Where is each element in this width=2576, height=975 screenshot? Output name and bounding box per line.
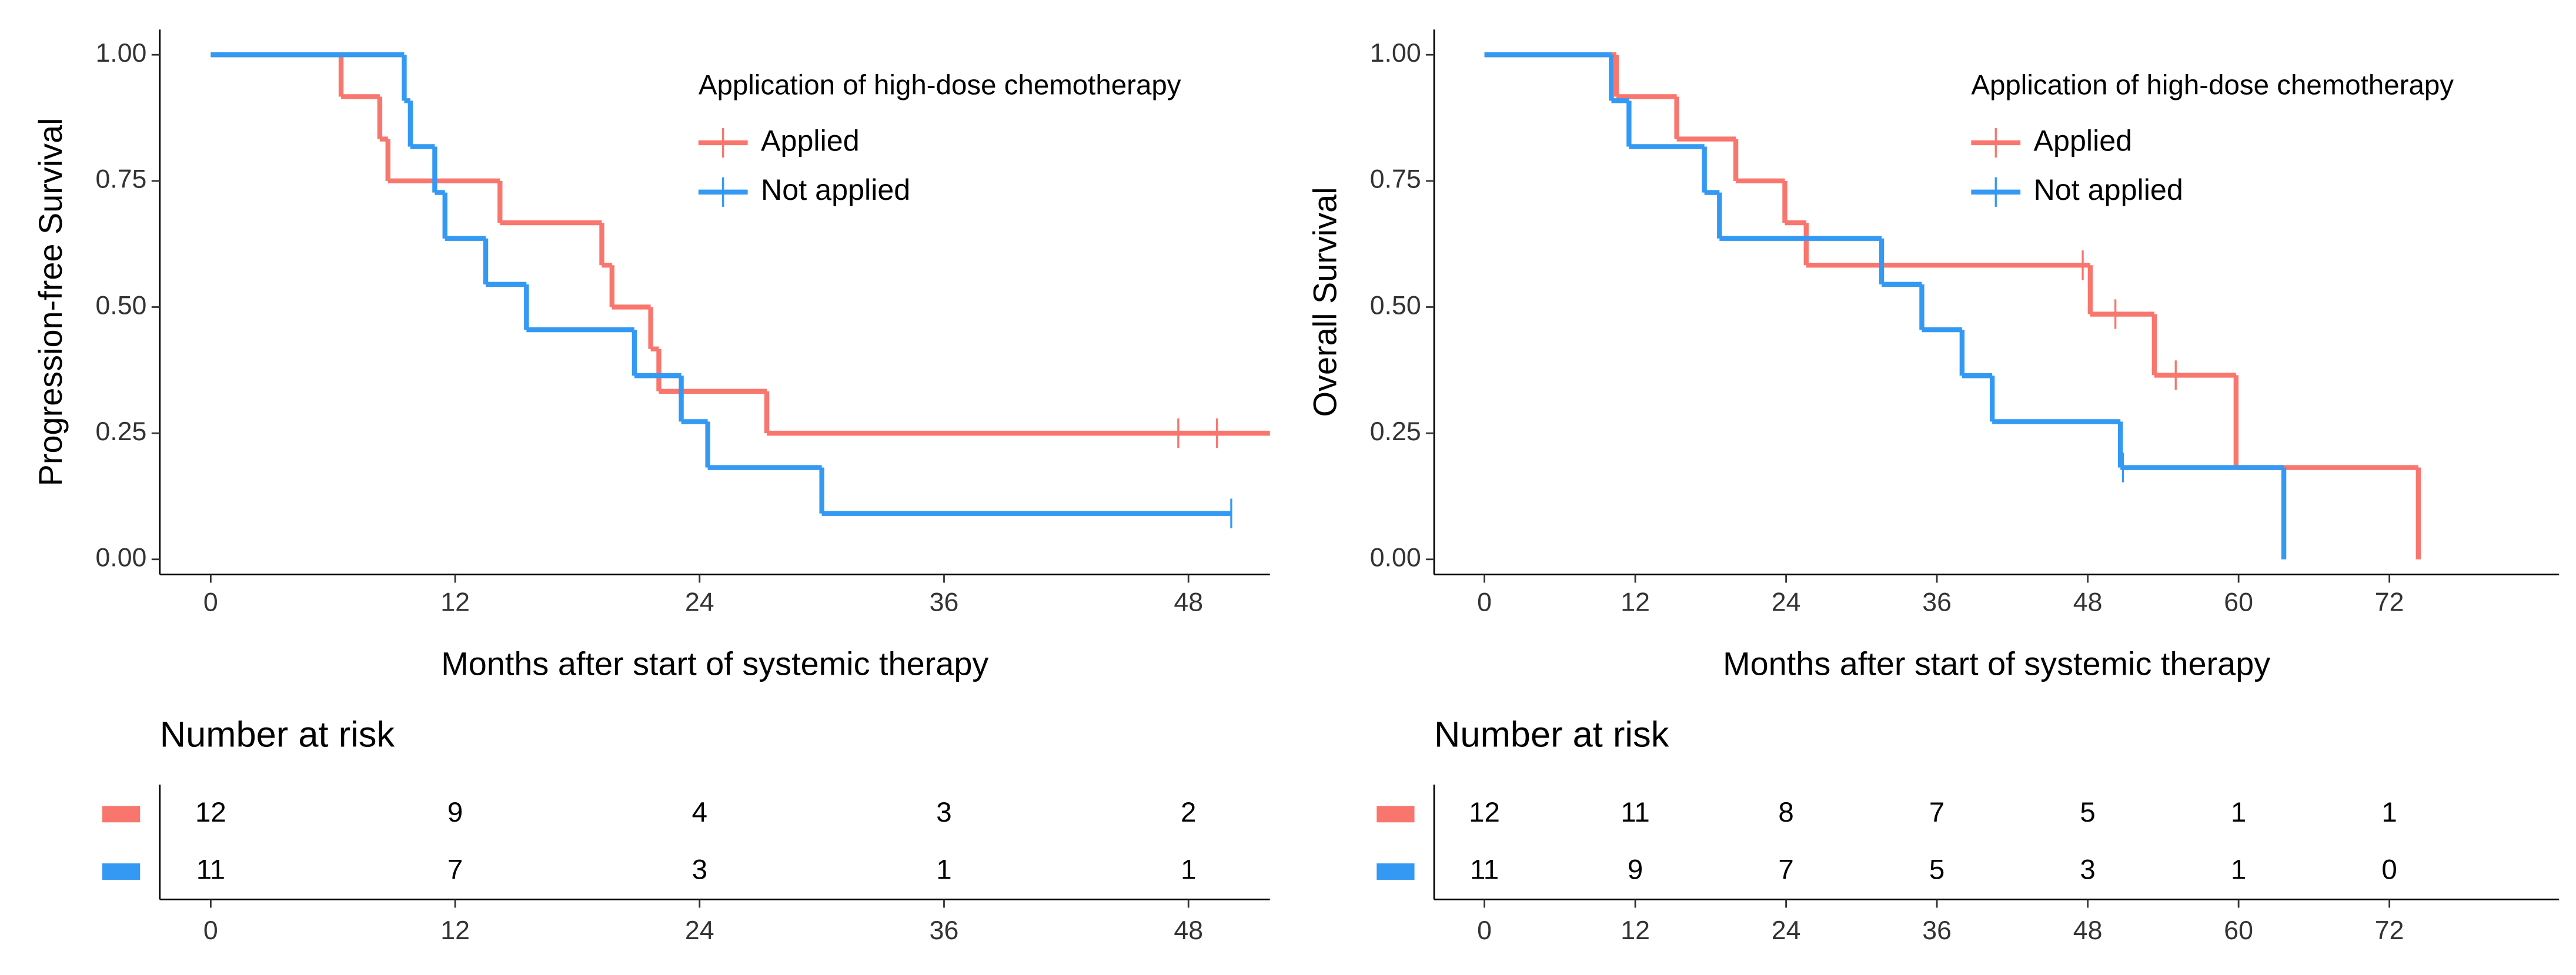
x-tick-label: 24 [1772, 588, 1801, 617]
risk-x-tick-label: 0 [203, 916, 218, 945]
risk-value: 8 [1778, 797, 1793, 828]
y-tick-label: 0.00 [95, 544, 146, 572]
y-tick-label: 0.00 [1370, 544, 1421, 572]
y-tick-label: 0.75 [1370, 165, 1421, 194]
legend-label: Not applied [761, 173, 910, 206]
legend-title: Application of high-dose chemotherapy [1971, 70, 2454, 101]
y-tick-label: 0.25 [1370, 417, 1421, 446]
risk-row-swatch [1376, 806, 1415, 823]
risk-value: 1 [1181, 855, 1196, 886]
y-tick-label: 0.25 [95, 417, 146, 446]
legend-label: Applied [2033, 123, 2132, 157]
y-tick-label: 1.00 [95, 39, 146, 68]
risk-value: 5 [2080, 797, 2095, 828]
y-tick-label: 0.75 [95, 165, 146, 194]
x-tick-label: 72 [2375, 588, 2404, 617]
risk-value: 7 [1778, 855, 1793, 886]
risk-row-swatch [1376, 863, 1415, 880]
risk-value: 1 [2231, 855, 2246, 886]
risk-value: 12 [1469, 797, 1500, 828]
x-tick-label: 0 [1477, 588, 1492, 617]
risk-x-tick-label: 72 [2375, 916, 2404, 945]
risk-value: 3 [936, 797, 951, 828]
risk-x-tick-label: 36 [930, 916, 959, 945]
risk-x-tick-label: 0 [1477, 916, 1492, 945]
risk-x-tick-label: 48 [1174, 916, 1203, 945]
risk-value: 1 [2231, 797, 2246, 828]
risk-x-tick-label: 24 [685, 916, 714, 945]
risk-x-tick-label: 12 [440, 916, 470, 945]
risk-value: 11 [1621, 797, 1649, 828]
x-tick-label: 12 [1621, 588, 1650, 617]
y-tick-label: 0.50 [1370, 291, 1421, 320]
risk-x-tick-label: 12 [1621, 916, 1650, 945]
x-tick-label: 12 [440, 588, 470, 617]
risk-value: 9 [1628, 855, 1643, 886]
risk-value: 7 [1929, 797, 1944, 828]
risk-value: 5 [1929, 855, 1944, 886]
risk-value: 11 [1470, 855, 1499, 886]
risk-row-swatch [102, 863, 141, 880]
y-axis-label: Progression-free Survival [32, 118, 69, 486]
x-tick-label: 36 [930, 588, 959, 617]
x-tick-label: 0 [203, 588, 218, 617]
risk-value: 0 [2381, 855, 2397, 886]
risk-value: 1 [2381, 797, 2397, 828]
risk-value: 11 [196, 855, 225, 886]
risk-value: 2 [1181, 797, 1196, 828]
risk-value: 12 [195, 797, 226, 828]
risk-table-title: Number at risk [160, 714, 395, 755]
y-tick-label: 1.00 [1370, 39, 1421, 68]
risk-value: 7 [447, 855, 463, 886]
risk-value: 4 [692, 797, 707, 828]
x-axis-label: Months after start of systemic therapy [1723, 645, 2270, 682]
risk-x-tick-label: 24 [1772, 916, 1801, 945]
y-tick-label: 0.50 [95, 291, 146, 320]
x-tick-label: 48 [2073, 588, 2103, 617]
risk-value: 3 [692, 855, 707, 886]
x-tick-label: 48 [1174, 588, 1203, 617]
risk-x-tick-label: 48 [2073, 916, 2103, 945]
risk-table-title: Number at risk [1434, 714, 1669, 755]
risk-x-tick-label: 60 [2224, 916, 2253, 945]
x-tick-label: 60 [2224, 588, 2253, 617]
risk-value: 1 [936, 855, 951, 886]
risk-value: 9 [447, 797, 463, 828]
risk-row-swatch [102, 806, 141, 823]
risk-x-tick-label: 36 [1922, 916, 1952, 945]
legend-title: Application of high-dose chemotherapy [699, 70, 1181, 101]
risk-value: 3 [2080, 855, 2095, 886]
legend-label: Not applied [2033, 173, 2183, 206]
x-tick-label: 24 [685, 588, 714, 617]
x-tick-label: 36 [1922, 588, 1952, 617]
y-axis-label: Overall Survival [1306, 187, 1343, 417]
legend-label: Applied [761, 123, 860, 157]
x-axis-label: Months after start of systemic therapy [441, 645, 988, 682]
